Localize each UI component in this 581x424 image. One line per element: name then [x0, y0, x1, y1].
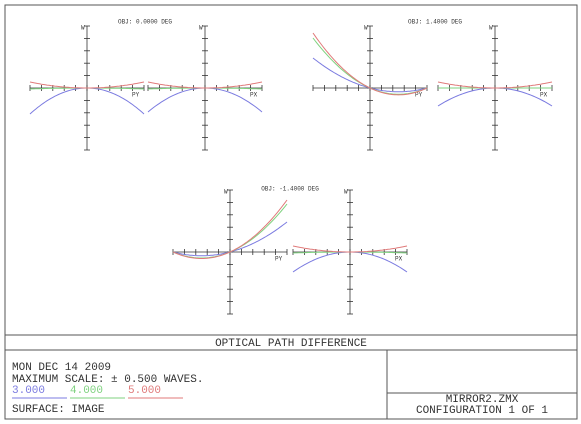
- wavelength-label: 5.000: [128, 385, 161, 397]
- axis-label: W: [224, 189, 228, 196]
- axis-label: PY: [415, 92, 423, 99]
- axis-label: PX: [250, 92, 258, 99]
- scale: MAXIMUM SCALE: ± 0.500 WAVES.: [12, 374, 203, 386]
- field-title: OBJ: 0.0000 DEG: [118, 19, 172, 26]
- opd-curve: [29, 81, 145, 89]
- opd-curve: [437, 81, 553, 89]
- axis-label: PY: [132, 92, 140, 99]
- axis-label: PY: [275, 256, 283, 263]
- date: MON DEC 14 2009: [12, 362, 111, 374]
- footer-title: OPTICAL PATH DIFFERENCE: [215, 338, 367, 350]
- axis-label: W: [364, 25, 368, 32]
- wavelength-label: 4.000: [70, 385, 103, 397]
- axis-label: W: [344, 189, 348, 196]
- axis-label: PX: [540, 92, 548, 99]
- opd-curve: [292, 245, 408, 253]
- frame: [4, 4, 578, 420]
- opd-curve: [172, 199, 288, 259]
- file-name: MIRROR2.ZMX: [446, 394, 519, 406]
- axis-label: PX: [395, 256, 403, 263]
- configuration: CONFIGURATION 1 OF 1: [416, 405, 548, 417]
- opd-curve: [312, 32, 428, 96]
- axis-label: W: [489, 25, 493, 32]
- surface: SURFACE: IMAGE: [12, 404, 105, 416]
- opd-curve: [147, 81, 263, 89]
- field-title: OBJ: -1.4000 DEG: [261, 186, 319, 193]
- field-title: OBJ: 1.4000 DEG: [408, 19, 462, 26]
- wavelength-label: 3.000: [12, 385, 45, 397]
- axis-label: W: [199, 25, 203, 32]
- axis-label: W: [81, 25, 85, 32]
